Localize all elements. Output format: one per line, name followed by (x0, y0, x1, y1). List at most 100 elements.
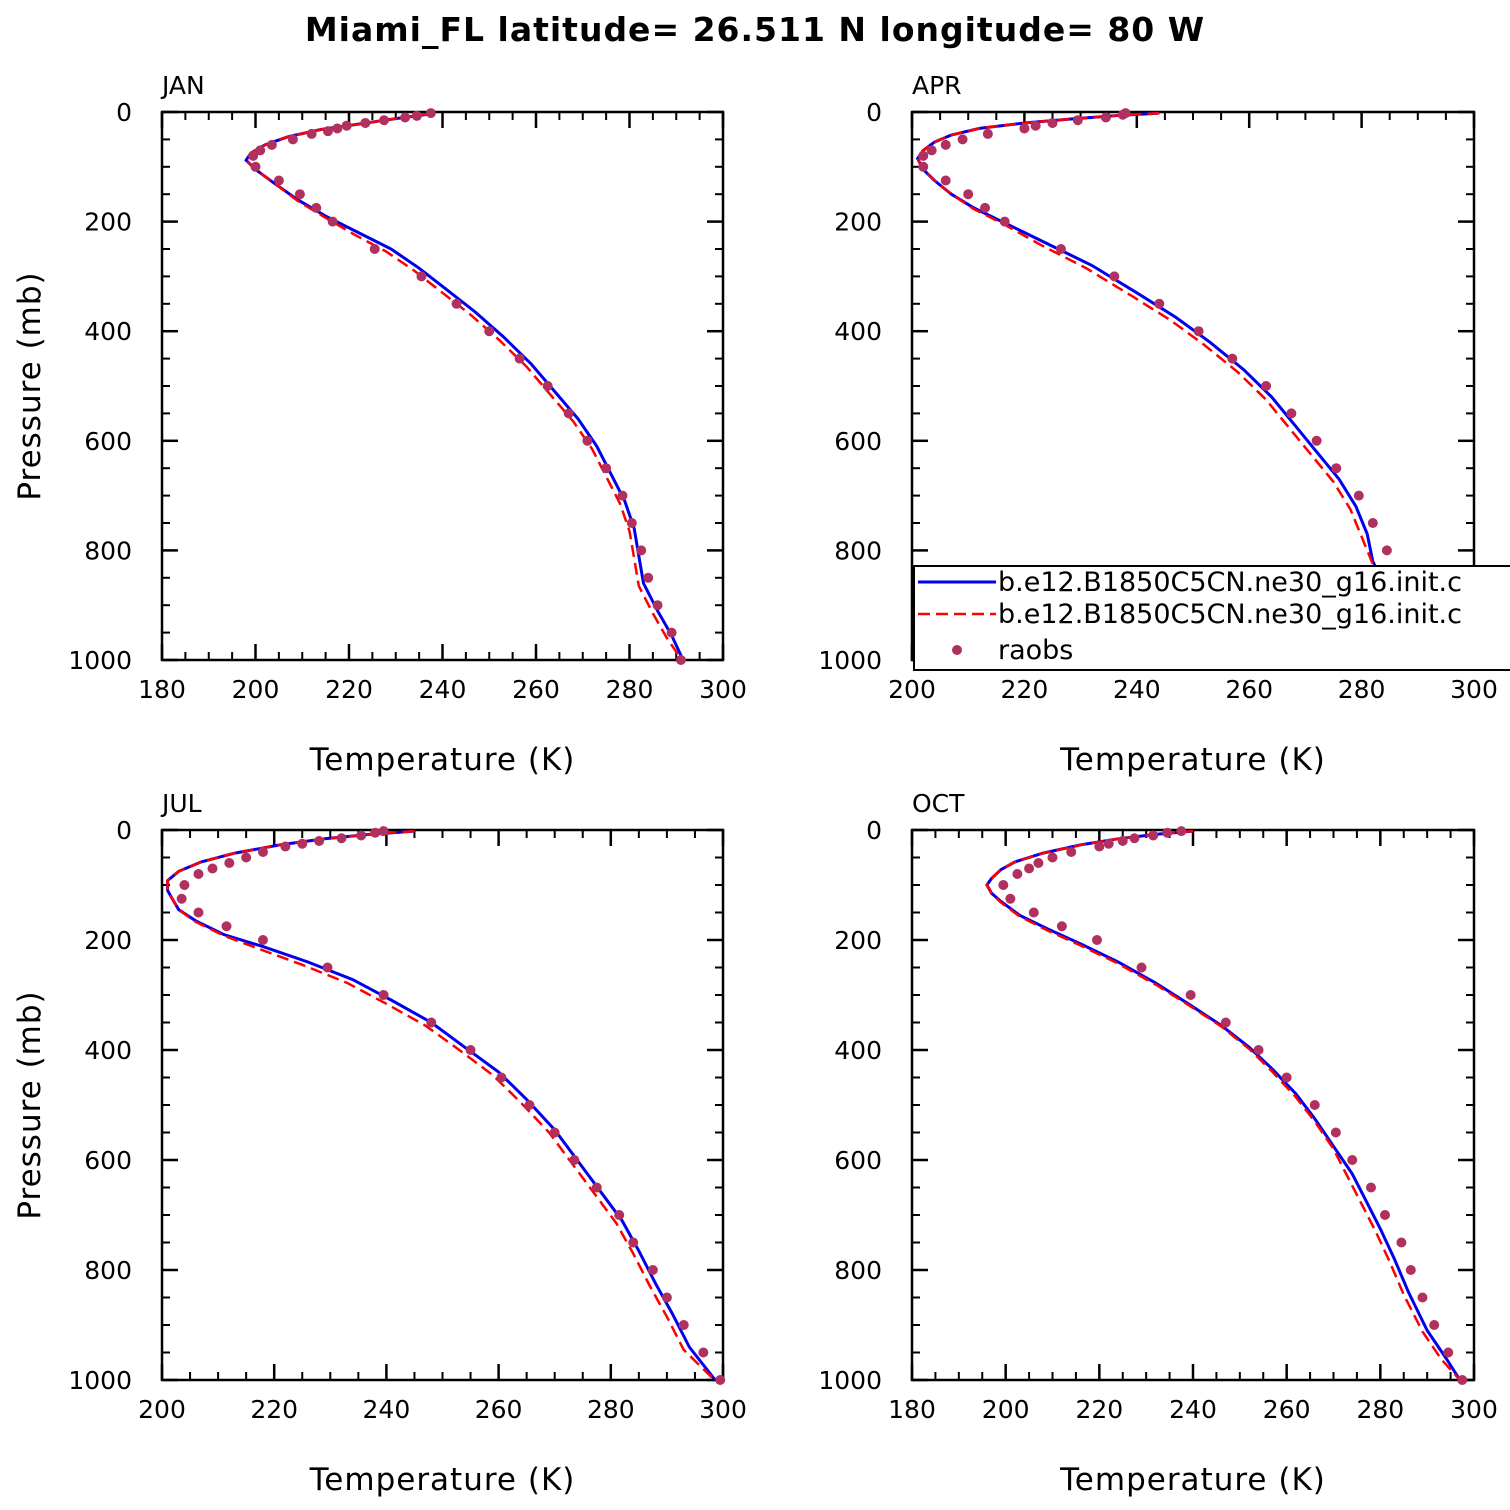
legend-label: raobs (998, 635, 1073, 666)
x-tick-label: 260 (512, 675, 560, 704)
raobs-point (322, 962, 333, 973)
x-tick-label: 280 (1338, 675, 1386, 704)
raobs-point (1220, 1017, 1231, 1028)
raobs-point (1429, 1320, 1440, 1330)
raobs-point (1185, 990, 1196, 1000)
raobs-point (336, 833, 347, 844)
raobs-point (1253, 1045, 1264, 1055)
raobs-point (287, 134, 298, 145)
plot-frame (160, 828, 725, 1382)
x-tick-label: 280 (1356, 1395, 1404, 1424)
raobs-point (1405, 1265, 1416, 1275)
x-tick-label: 240 (1169, 1395, 1217, 1424)
raobs-point (1176, 826, 1187, 837)
raobs-point (332, 123, 343, 134)
raobs-point (400, 112, 411, 123)
raobs-point (179, 880, 190, 890)
raobs-point (207, 863, 218, 874)
raobs-point (582, 435, 593, 446)
y-tick-label: 0 (866, 98, 882, 127)
raobs-point (224, 858, 235, 868)
raobs-point (661, 1292, 672, 1303)
raobs-point (1056, 921, 1067, 932)
raobs-point (241, 852, 252, 863)
raobs-point (1353, 490, 1364, 501)
raobs-point (1380, 1210, 1391, 1220)
raobs-point (591, 1182, 602, 1193)
y-tick-label: 600 (834, 427, 882, 456)
raobs-point (297, 838, 308, 849)
raobs-point (1136, 962, 1147, 973)
raobs-point (626, 518, 637, 528)
raobs-point (273, 175, 284, 186)
x-tick-label: 280 (606, 675, 654, 704)
x-axis-label: Temperature (K) (1059, 1462, 1326, 1498)
y-tick-label: 600 (84, 427, 132, 456)
legend-marker-raobs (952, 645, 962, 655)
x-tick-label: 180 (888, 1395, 936, 1424)
raobs-point (1286, 408, 1297, 419)
y-tick-label: 600 (84, 1146, 132, 1175)
raobs-point (1019, 123, 1030, 134)
panel-apr: APR 200 220 240 260 280 300 0 200 400 600 800 1000 Te… (818, 71, 1497, 778)
raobs-point (1091, 935, 1102, 945)
raobs-point (940, 139, 951, 150)
panel-jan: JAN 180 200 220 240 260 280 300 0 200 400 600 800 100… (12, 71, 747, 778)
y-tick-label: 200 (84, 926, 132, 955)
raobs-point (1443, 1347, 1454, 1358)
raobs-point (1109, 271, 1120, 282)
raobs-point (369, 244, 380, 254)
raobs-point (1103, 838, 1114, 849)
raobs-point (496, 1072, 507, 1083)
y-tick-label: 800 (84, 1256, 132, 1285)
raobs-point (1094, 841, 1105, 852)
raobs-point (647, 1265, 658, 1275)
raobs-point (514, 353, 525, 364)
raobs-point (549, 1127, 560, 1138)
raobs-point (280, 841, 291, 852)
raobs-point (643, 572, 654, 583)
raobs-point (1162, 827, 1173, 838)
raobs-point (360, 117, 371, 128)
legend-label: b.e12.B1850C5CN.ne30_g16.init.c (998, 567, 1462, 598)
legend-label: b.e12.B1850C5CN.ne30_g16.init.c (998, 599, 1462, 630)
x-tick-label: 300 (1450, 1395, 1498, 1424)
raobs-point (378, 990, 389, 1000)
x-tick-label: 200 (982, 1395, 1030, 1424)
raobs-point (918, 150, 929, 161)
y-tick-label: 200 (834, 208, 882, 237)
raobs-point (1330, 1127, 1341, 1138)
panel-label: OCT (912, 789, 965, 818)
raobs-point (601, 463, 612, 474)
raobs-point (563, 408, 574, 419)
y-tick-label: 400 (834, 1036, 882, 1065)
x-tick-label: 220 (1001, 675, 1049, 704)
y-tick-label: 400 (84, 317, 132, 346)
raobs-point (1129, 833, 1140, 844)
raobs-point (1047, 852, 1058, 863)
raobs-point (1005, 893, 1016, 904)
y-tick-label: 1000 (68, 1366, 132, 1395)
raobs-point (294, 189, 305, 200)
raobs-point (416, 271, 427, 282)
y-tick-label: 800 (84, 536, 132, 565)
raobs-point (1309, 1100, 1320, 1110)
model1-line (244, 112, 685, 660)
raobs-point (257, 935, 268, 945)
raobs-point (1281, 1072, 1292, 1083)
panel-label: APR (912, 71, 962, 100)
model2-line (244, 112, 684, 660)
y-tick-label: 400 (84, 1036, 132, 1065)
raobs-point (1457, 1375, 1468, 1385)
raobs-point (193, 907, 204, 918)
raobs-point (926, 145, 937, 156)
raobs-point (715, 1375, 726, 1385)
y-tick-label: 1000 (818, 646, 882, 675)
panel-label: JAN (160, 71, 205, 100)
x-tick-label: 180 (138, 675, 186, 704)
raobs-point (1028, 907, 1039, 918)
raobs-point (1261, 381, 1272, 391)
x-tick-label: 200 (138, 1395, 186, 1424)
raobs-point (176, 893, 187, 904)
x-tick-label: 260 (1263, 1395, 1311, 1424)
